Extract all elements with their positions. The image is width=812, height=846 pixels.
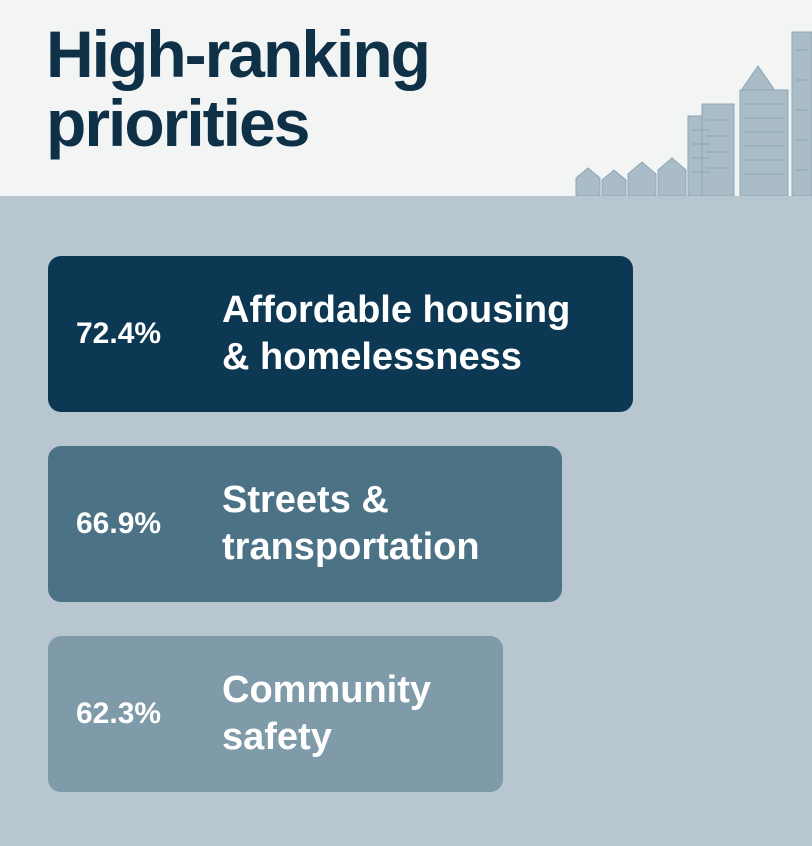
bar-chart: 72.4% Affordable housing & homelessness 66… [0,196,812,846]
bar-category-label: Affordable housing & homelessness [222,289,571,378]
bar-category-label: Streets & transportation [222,479,480,568]
chart-bar: 66.9% Streets & transportation [48,446,562,602]
bar-value-label: 66.9% [76,507,162,540]
chart-bar: 72.4% Affordable housing & homelessness [48,256,633,412]
city-skyline-icon [575,31,812,196]
chart-bar: 62.3% Community safety [48,636,503,792]
bar-value-label: 62.3% [76,697,162,730]
bar-category-label: Community safety [222,669,431,758]
header: High-ranking priorities [0,0,812,196]
bar-value-label: 72.4% [76,317,162,350]
page-title: High-ranking priorities [46,17,431,160]
